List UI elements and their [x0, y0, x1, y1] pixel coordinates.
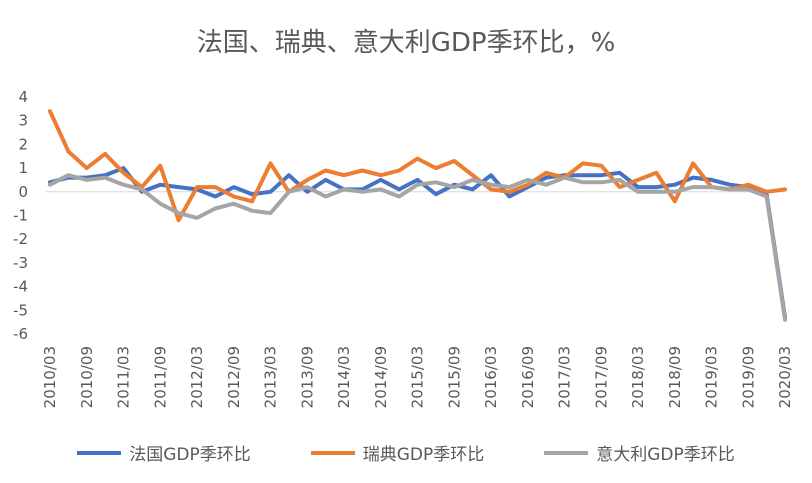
x-tick-label: 2014/09 [372, 346, 390, 408]
y-tick-label: -3 [13, 254, 28, 272]
x-tick-label: 2010/03 [41, 346, 59, 408]
x-tick-label: 2019/03 [703, 346, 721, 408]
x-tick-label: 2016/09 [519, 346, 537, 408]
x-tick-label: 2017/09 [592, 346, 610, 408]
y-tick-label: 1 [18, 159, 28, 177]
x-tick-label: 2010/09 [78, 346, 96, 408]
series-line-2 [48, 173, 787, 322]
legend-item-1: 瑞典GDP季环比 [310, 440, 485, 465]
legend-swatch [544, 450, 589, 455]
x-tick-label: 2017/03 [556, 346, 574, 408]
legend-label: 瑞典GDP季环比 [362, 445, 485, 465]
legend-swatch [310, 450, 355, 455]
legend-item-2: 意大利GDP季环比 [544, 440, 735, 465]
y-tick-label: 4 [18, 88, 28, 106]
x-tick-label: 2015/09 [445, 346, 463, 408]
y-tick-label: -1 [13, 207, 28, 225]
legend: 法国GDP季环比 瑞典GDP季环比 意大利GDP季环比 [0, 440, 812, 465]
x-tick-label: 2011/09 [151, 346, 169, 408]
y-tick-label: 2 [18, 135, 28, 153]
y-tick-label: -6 [13, 325, 28, 343]
x-tick-label: 2013/09 [298, 346, 316, 408]
x-tick-label: 2011/03 [115, 346, 133, 408]
x-tick-label: 2018/03 [629, 346, 647, 408]
x-tick-label: 2013/03 [262, 346, 280, 408]
axis-layer: 4 3 2 1 0 -1 -2 -3 -4 -5 -6 2010/03 2010/09 2011/03 20… [13, 88, 794, 408]
x-tick-label: 2014/03 [335, 346, 353, 408]
y-tick-label: -2 [13, 230, 28, 248]
x-tick-label: 2018/09 [666, 346, 684, 408]
series-line-0 [48, 166, 787, 320]
series-layer [48, 109, 787, 322]
y-tick-label: 3 [18, 112, 28, 130]
x-tick-label: 2015/03 [409, 346, 427, 408]
chart-title: 法国、瑞典、意大利GDP季环比，% [196, 28, 616, 58]
x-tick-label: 2016/03 [482, 346, 500, 408]
x-tick-label: 2012/09 [225, 346, 243, 408]
x-tick-label: 2019/09 [739, 346, 757, 408]
legend-item-0: 法国GDP季环比 [77, 440, 251, 465]
legend-label: 意大利GDP季环比 [596, 445, 735, 465]
y-tick-label: -5 [13, 301, 28, 319]
x-tick-label: 2020/03 [776, 346, 794, 408]
series-line-1 [48, 109, 787, 223]
legend-swatch [77, 450, 122, 455]
x-tick-label: 2012/03 [188, 346, 206, 408]
y-tick-label: 0 [18, 183, 28, 201]
legend-label: 法国GDP季环比 [129, 445, 251, 465]
y-tick-label: -4 [13, 278, 28, 296]
